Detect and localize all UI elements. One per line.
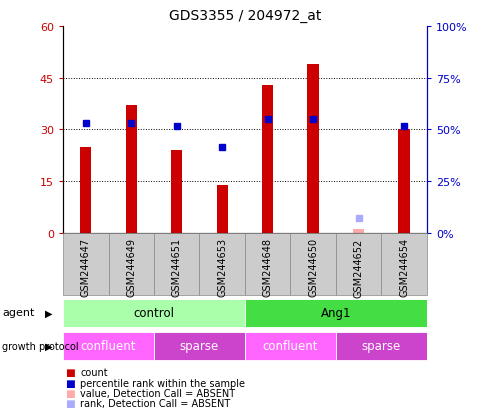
Bar [380, 233, 426, 295]
Text: control: control [133, 306, 174, 319]
Bar [153, 233, 199, 295]
Text: count: count [80, 368, 107, 377]
Text: GSM244648: GSM244648 [262, 238, 272, 297]
Title: GDS3355 / 204972_at: GDS3355 / 204972_at [168, 9, 320, 23]
Bar [352, 230, 363, 233]
Text: GSM244650: GSM244650 [307, 238, 318, 297]
Bar [335, 233, 380, 295]
Text: rank, Detection Call = ABSENT: rank, Detection Call = ABSENT [80, 399, 230, 408]
Text: ■: ■ [65, 378, 75, 388]
Bar [244, 233, 290, 295]
Text: ▶: ▶ [45, 308, 52, 318]
Text: sparse: sparse [180, 339, 219, 352]
Bar [261, 85, 273, 233]
Bar [125, 106, 136, 233]
Text: ■: ■ [65, 368, 75, 377]
Bar [397, 130, 409, 233]
Bar [63, 233, 108, 295]
Text: GSM244652: GSM244652 [353, 238, 363, 297]
Bar [108, 233, 153, 295]
Bar [63, 299, 244, 327]
Text: value, Detection Call = ABSENT: value, Detection Call = ABSENT [80, 388, 235, 398]
Text: GSM244649: GSM244649 [126, 238, 136, 297]
Bar [153, 332, 244, 360]
Text: GSM244654: GSM244654 [398, 238, 408, 297]
Text: ▶: ▶ [45, 341, 52, 351]
Bar [216, 185, 227, 233]
Text: GSM244651: GSM244651 [171, 238, 182, 297]
Text: GSM244653: GSM244653 [217, 238, 227, 297]
Bar [171, 151, 182, 233]
Text: growth protocol: growth protocol [2, 341, 79, 351]
Text: confluent: confluent [262, 339, 318, 352]
Text: agent: agent [2, 308, 35, 318]
Bar [80, 147, 91, 233]
Text: GSM244647: GSM244647 [81, 238, 91, 297]
Text: confluent: confluent [81, 339, 136, 352]
Text: ■: ■ [65, 388, 75, 398]
Bar [244, 332, 335, 360]
Text: percentile rank within the sample: percentile rank within the sample [80, 378, 244, 388]
Bar [307, 65, 318, 233]
Bar [244, 299, 426, 327]
Bar [290, 233, 335, 295]
Text: sparse: sparse [361, 339, 400, 352]
Bar [63, 332, 153, 360]
Text: ■: ■ [65, 399, 75, 408]
Text: Ang1: Ang1 [320, 306, 350, 319]
Bar [335, 332, 426, 360]
Bar [199, 233, 244, 295]
